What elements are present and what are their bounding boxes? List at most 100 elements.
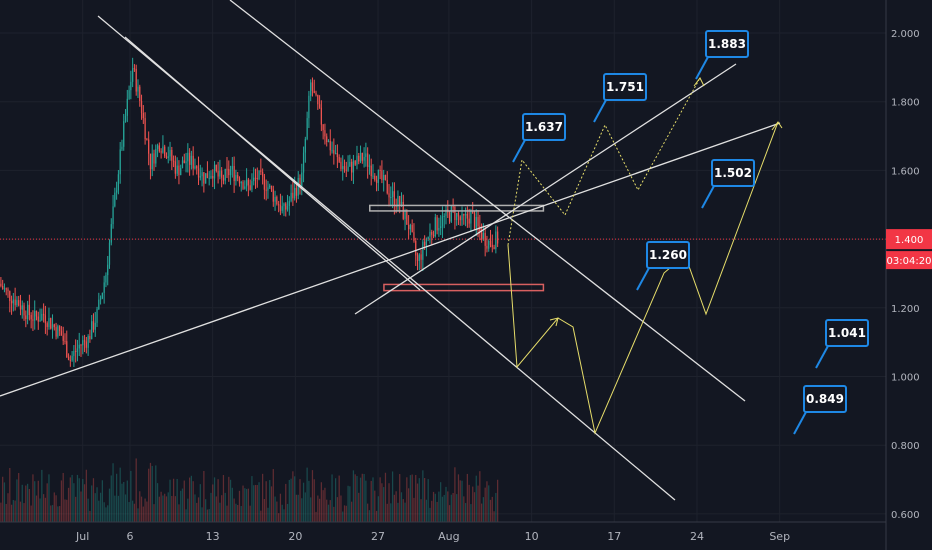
volume-bar (210, 492, 212, 522)
candle-body (480, 231, 483, 240)
callout-pointer (636, 267, 650, 291)
volume-bar (416, 483, 419, 522)
volume-bar (174, 496, 176, 522)
volume-bar (167, 492, 169, 522)
volume-bar (336, 497, 339, 522)
candle-body (210, 176, 212, 178)
candle-body (92, 321, 95, 330)
volume-bar (443, 494, 445, 522)
y-tick-label: 1.000 (891, 373, 920, 384)
candle-body (112, 206, 114, 225)
candle-body (334, 153, 337, 155)
volume-bar (112, 463, 114, 522)
callout-label: 1.637 (525, 120, 563, 134)
candle-body (245, 179, 248, 187)
volume-bar (267, 507, 269, 522)
volume-bar (64, 499, 66, 522)
target-callout: 1.751 (593, 73, 647, 123)
volume-bar (431, 500, 433, 522)
callout-pointer (701, 185, 715, 209)
candle-body (60, 331, 63, 336)
candle-body (132, 68, 134, 82)
volume-bar (238, 490, 241, 522)
candle-body (274, 196, 276, 202)
callout-label: 0.849 (806, 392, 844, 406)
volume-bar (286, 503, 289, 522)
volume-bar (288, 479, 290, 522)
candle-body (468, 218, 470, 224)
candle-body (183, 160, 185, 164)
volume-bar (340, 495, 342, 522)
candle-body (25, 315, 27, 320)
callout-pointer (695, 56, 709, 80)
volume-bar (16, 479, 18, 522)
volume-bar (452, 492, 454, 522)
candle-body (164, 146, 166, 157)
candle-body (470, 210, 472, 224)
candle-body (416, 255, 419, 261)
volume-bar (415, 475, 417, 522)
candle-body (286, 205, 289, 210)
price-axis[interactable]: 2.000 1.800 1.600 1.200 1.000 0.800 0.600 (891, 29, 920, 521)
volume-bar (21, 484, 23, 522)
candle-body (457, 212, 460, 217)
volume-bar (399, 474, 401, 522)
volume-bar (199, 484, 201, 522)
volume-bar (187, 498, 189, 522)
candle-body (441, 216, 444, 227)
volume-bar (235, 503, 237, 522)
callout-box (522, 113, 566, 141)
volume-bar (351, 501, 353, 522)
x-tick-label: 10 (525, 530, 539, 543)
volume-bar (379, 477, 381, 522)
volume-bar (261, 473, 264, 522)
volume-bar (329, 500, 331, 522)
candle-body (278, 204, 280, 206)
candle-body (160, 151, 162, 153)
volume-bar (135, 458, 137, 522)
volume-bar (130, 470, 132, 522)
volume-bar (219, 502, 221, 522)
candle-body (386, 180, 388, 194)
volume-bar (258, 482, 260, 522)
candle-body (454, 207, 456, 220)
candle-body (30, 315, 32, 320)
volume-bar (76, 474, 79, 522)
volume-bar (67, 487, 70, 522)
horizontal-levels (0, 204, 886, 292)
volume-bar (85, 469, 87, 522)
candle-body (62, 335, 64, 341)
candle-body (99, 298, 102, 300)
candle-body (188, 152, 191, 165)
candle-body (151, 153, 153, 170)
volume-bar (278, 513, 280, 522)
volume-bar (92, 478, 95, 522)
volume-bar (101, 480, 103, 522)
candle-body (352, 160, 355, 173)
callout-pointer (815, 345, 829, 369)
volume-bar (327, 504, 330, 522)
candle-body (302, 152, 305, 173)
volume-bar (320, 482, 322, 522)
candle-body (135, 68, 137, 92)
candle-body (489, 240, 492, 245)
volume-bar (418, 478, 420, 522)
volume-bar (256, 485, 258, 522)
candle-body (171, 149, 173, 161)
volume-bar (464, 503, 467, 522)
time-axis[interactable]: Jul 6 13 20 27 Aug 10 17 24 Sep (75, 530, 790, 543)
candle-body (18, 300, 20, 306)
volume-bar (276, 501, 278, 522)
candle-body (461, 213, 463, 221)
volume-bar (260, 510, 262, 522)
countdown-badge: 03:04:20 (887, 256, 932, 267)
volume-bar (283, 509, 285, 522)
candle-body (192, 155, 194, 169)
candle-body (83, 340, 86, 342)
volume-bar (62, 472, 64, 522)
volume-bar (164, 493, 166, 522)
volume-bar (391, 471, 394, 522)
volume-bar (41, 469, 43, 522)
candle-body (347, 166, 349, 171)
volume-bar (406, 477, 408, 522)
